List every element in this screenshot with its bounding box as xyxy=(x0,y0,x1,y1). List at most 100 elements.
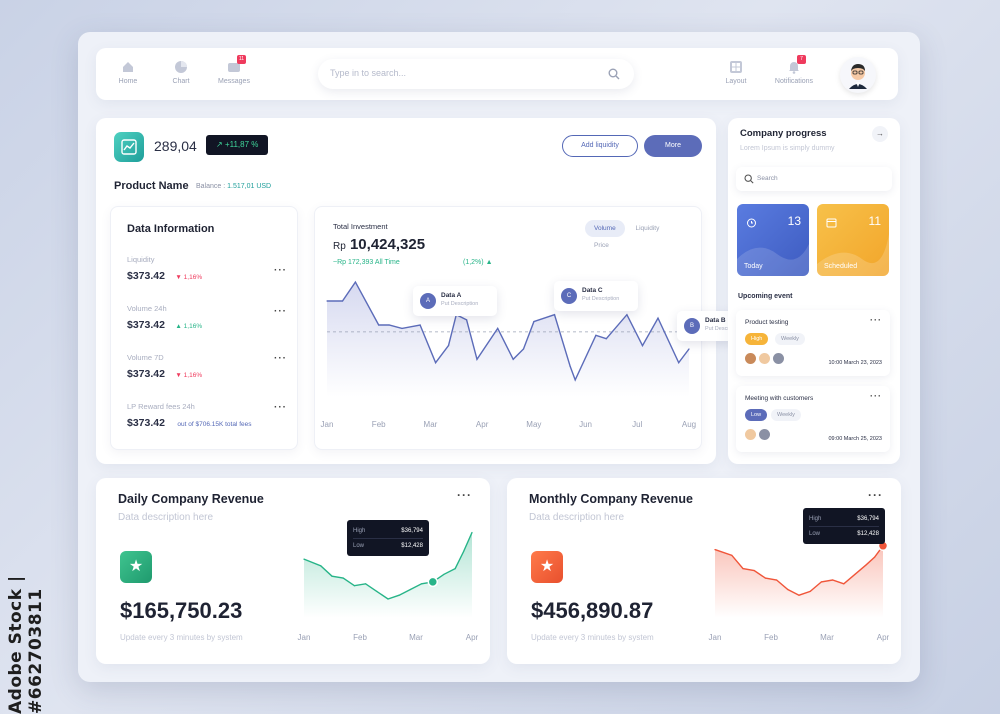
product-logo xyxy=(114,132,144,162)
nav-notifications[interactable]: 7 Notifications xyxy=(768,55,820,85)
data-point xyxy=(378,324,380,326)
data-information-title: Data Information xyxy=(127,223,215,235)
tooltip-desc: Put Description xyxy=(582,296,620,302)
tooltip-title: Data A xyxy=(441,292,462,299)
data-information-card: Data Information Liquidity $373.42 ▼ 1,1… xyxy=(110,206,298,450)
priority-chip: High xyxy=(745,333,769,345)
event-card-product-testing[interactable]: Product testing ··· High Weekly 10:00 Ma… xyxy=(736,310,890,376)
x-tick-label: Feb xyxy=(353,633,367,642)
row-more-icon[interactable]: ··· xyxy=(274,402,287,413)
home-icon xyxy=(121,60,135,74)
data-point xyxy=(409,588,411,591)
data-point xyxy=(354,281,357,283)
x-tick-label: Jan xyxy=(708,633,722,642)
today-tile[interactable]: 13 Today xyxy=(737,204,809,276)
daily-more-icon[interactable]: ··· xyxy=(457,488,472,502)
scheduled-tile[interactable]: 11 Scheduled xyxy=(817,204,889,276)
monthly-more-icon[interactable]: ··· xyxy=(868,488,883,502)
data-point xyxy=(326,300,328,302)
product-overview-card: 289,04 ↗ +11,87 % Add liquidity More Pro… xyxy=(96,118,761,464)
data-point xyxy=(688,348,690,350)
data-point xyxy=(331,575,333,577)
chart-tabs: Volume Liquidity Price xyxy=(585,220,701,254)
price-change-badge: ↗ +11,87 % xyxy=(206,135,269,155)
data-row-change: ▲ 1,16% xyxy=(175,323,203,330)
daily-revenue-description: Data description here xyxy=(118,512,214,523)
event-more-icon[interactable]: ··· xyxy=(870,315,882,325)
search-icon[interactable] xyxy=(608,68,620,80)
data-point xyxy=(874,556,876,558)
data-point xyxy=(303,558,305,560)
nav-chart-label: Chart xyxy=(172,78,190,85)
trend-up-icon: ↗ xyxy=(216,140,225,149)
product-name: Product Name xyxy=(114,180,189,192)
data-point xyxy=(605,338,607,340)
balance: Balance : 1.517,01 USD xyxy=(196,183,271,190)
event-title: Meeting with customers xyxy=(745,395,814,402)
event-more-icon[interactable]: ··· xyxy=(870,391,882,401)
search-placeholder: Type in to search... xyxy=(330,68,407,78)
investment-amount: Rp 10,424,325 xyxy=(333,236,425,253)
nav-messages[interactable]: 11 Messages xyxy=(212,55,256,85)
tab-volume[interactable]: Volume xyxy=(585,220,625,237)
product-price: 289,04 xyxy=(154,138,197,154)
tooltip-marker: C xyxy=(561,288,577,304)
nav-chart[interactable]: Chart xyxy=(159,60,203,85)
data-row-volume-7d: Volume 7D $373.42 ▼ 1,16% ··· xyxy=(127,353,287,382)
monthly-x-axis: Jan Feb Mar Apr xyxy=(507,633,901,645)
arrow-right-icon[interactable]: → xyxy=(872,126,888,142)
user-avatar[interactable] xyxy=(840,57,876,93)
search-input[interactable]: Type in to search... xyxy=(318,59,634,89)
scheduled-count: 11 xyxy=(868,214,881,228)
data-point xyxy=(388,324,390,326)
low-row: Low $12,428 xyxy=(809,526,879,540)
company-progress-card: Company progress → Lorem Ipsum is simply… xyxy=(728,118,900,464)
nav-layout[interactable]: Layout xyxy=(714,60,758,85)
row-more-icon[interactable]: ··· xyxy=(274,353,287,364)
data-point xyxy=(365,583,367,585)
high-row: High $36,794 xyxy=(353,524,423,538)
data-point xyxy=(714,549,716,551)
dashboard-panel: Home Chart 11 Messages Type in to search… xyxy=(78,32,920,682)
data-point xyxy=(454,568,456,570)
event-card-meeting[interactable]: Meeting with customers ··· Low Weekly 09… xyxy=(736,386,890,452)
x-tick-label: Apr xyxy=(465,633,479,642)
company-search-input[interactable]: Search xyxy=(736,167,892,191)
upcoming-event-title: Upcoming event xyxy=(738,293,793,300)
tab-price[interactable]: Price xyxy=(594,242,609,249)
balance-value: 1.517,01 USD xyxy=(227,183,272,190)
attendee-avatar xyxy=(745,353,756,364)
nav-home[interactable]: Home xyxy=(106,60,150,85)
x-tick-label: Feb xyxy=(371,420,386,429)
highlight-point[interactable] xyxy=(427,576,439,588)
tooltip-title: Data C xyxy=(582,287,603,294)
add-liquidity-button[interactable]: Add liquidity xyxy=(562,135,638,157)
data-row-label: Liquidity xyxy=(127,255,155,264)
data-point xyxy=(809,590,811,592)
daily-revenue-title: Daily Company Revenue xyxy=(118,492,264,506)
trend-chart-icon xyxy=(121,139,137,155)
data-point xyxy=(401,327,403,330)
data-point xyxy=(764,577,766,579)
data-point xyxy=(447,344,450,347)
data-row-lp-reward: LP Reward fees 24h $373.42 out of $706.1… xyxy=(127,402,287,431)
attendee-avatar xyxy=(759,353,770,364)
data-row-note: out of $706.15K total fees xyxy=(177,421,252,428)
low-row: Low $12,428 xyxy=(353,538,423,552)
row-more-icon[interactable]: ··· xyxy=(274,265,287,276)
data-row-value: $373.42 xyxy=(127,270,165,282)
frequency-chip: Weekly xyxy=(771,409,801,421)
attendee-avatar xyxy=(759,429,770,440)
x-tick-label: Jun xyxy=(579,420,593,429)
data-point xyxy=(753,569,755,572)
row-more-icon[interactable]: ··· xyxy=(274,306,287,317)
more-button[interactable]: More xyxy=(644,135,702,157)
data-point xyxy=(678,362,680,364)
star-icon: ★ xyxy=(531,551,563,583)
change-value: 1,16% xyxy=(183,274,203,281)
tab-liquidity[interactable]: Liquidity xyxy=(635,225,660,232)
x-tick-label: Mar xyxy=(820,633,834,642)
search-icon xyxy=(744,174,754,184)
event-attendees xyxy=(745,351,787,369)
nav-messages-label: Messages xyxy=(218,78,250,85)
